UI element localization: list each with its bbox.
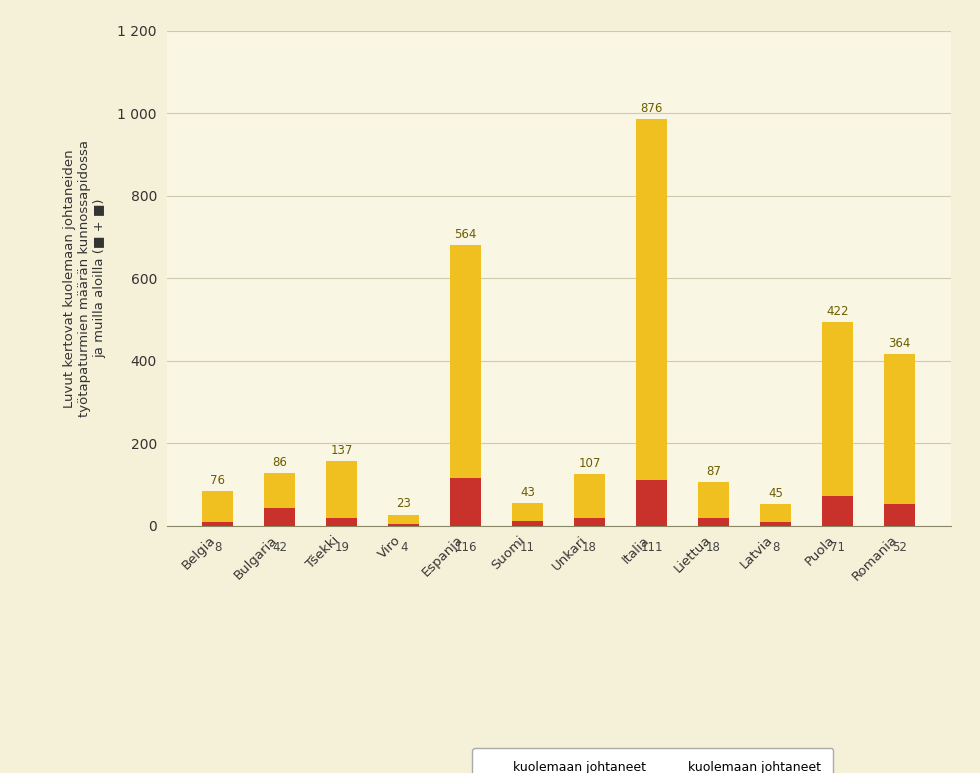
Text: 71: 71 — [830, 541, 845, 554]
Bar — [450, 478, 481, 526]
Text: 8: 8 — [214, 541, 221, 554]
Bar — [884, 354, 915, 504]
Text: 18: 18 — [582, 541, 597, 554]
Text: 23: 23 — [396, 497, 411, 510]
Text: 87: 87 — [707, 465, 721, 478]
Text: 76: 76 — [211, 474, 225, 487]
Bar — [265, 509, 295, 526]
Bar — [822, 496, 853, 526]
Bar — [760, 504, 791, 523]
Bar — [326, 461, 357, 518]
Bar — [574, 518, 605, 526]
Text: 45: 45 — [768, 487, 783, 499]
Text: 364: 364 — [888, 337, 910, 350]
Bar — [326, 518, 357, 526]
Text: 8: 8 — [772, 541, 779, 554]
Text: 422: 422 — [826, 305, 849, 318]
Text: 43: 43 — [520, 486, 535, 499]
Bar — [636, 480, 667, 526]
Bar — [450, 245, 481, 478]
Text: 116: 116 — [455, 541, 477, 554]
Bar — [265, 473, 295, 509]
Text: 111: 111 — [640, 541, 662, 554]
Bar — [760, 523, 791, 526]
Text: 11: 11 — [520, 541, 535, 554]
Text: 86: 86 — [272, 456, 287, 468]
Bar — [636, 119, 667, 480]
Bar — [513, 503, 543, 521]
Bar — [388, 524, 419, 526]
Bar — [202, 523, 233, 526]
Legend: kuolemaan johtaneet
työtapaturmat
kunnossapidon alalla, kuolemaan johtaneet
työt: kuolemaan johtaneet työtapaturmat kunnos… — [472, 748, 833, 773]
Text: 52: 52 — [892, 541, 907, 554]
Text: 18: 18 — [707, 541, 721, 554]
Text: 42: 42 — [272, 541, 287, 554]
Bar — [388, 515, 419, 524]
Text: 876: 876 — [640, 101, 662, 114]
Bar — [513, 521, 543, 526]
Bar — [574, 474, 605, 518]
Text: 564: 564 — [455, 228, 477, 241]
Text: 19: 19 — [334, 541, 349, 554]
Bar — [202, 491, 233, 523]
Text: 107: 107 — [578, 457, 601, 470]
Y-axis label: Luvut kertovat kuolemaan johtaneiden
työtapaturmien määrän kunnossapidossa
ja mu: Luvut kertovat kuolemaan johtaneiden työ… — [64, 140, 106, 417]
Bar — [698, 518, 729, 526]
Text: 137: 137 — [330, 444, 353, 457]
Bar — [822, 322, 853, 496]
Text: 4: 4 — [400, 541, 408, 554]
Bar — [698, 482, 729, 518]
Bar — [884, 504, 915, 526]
